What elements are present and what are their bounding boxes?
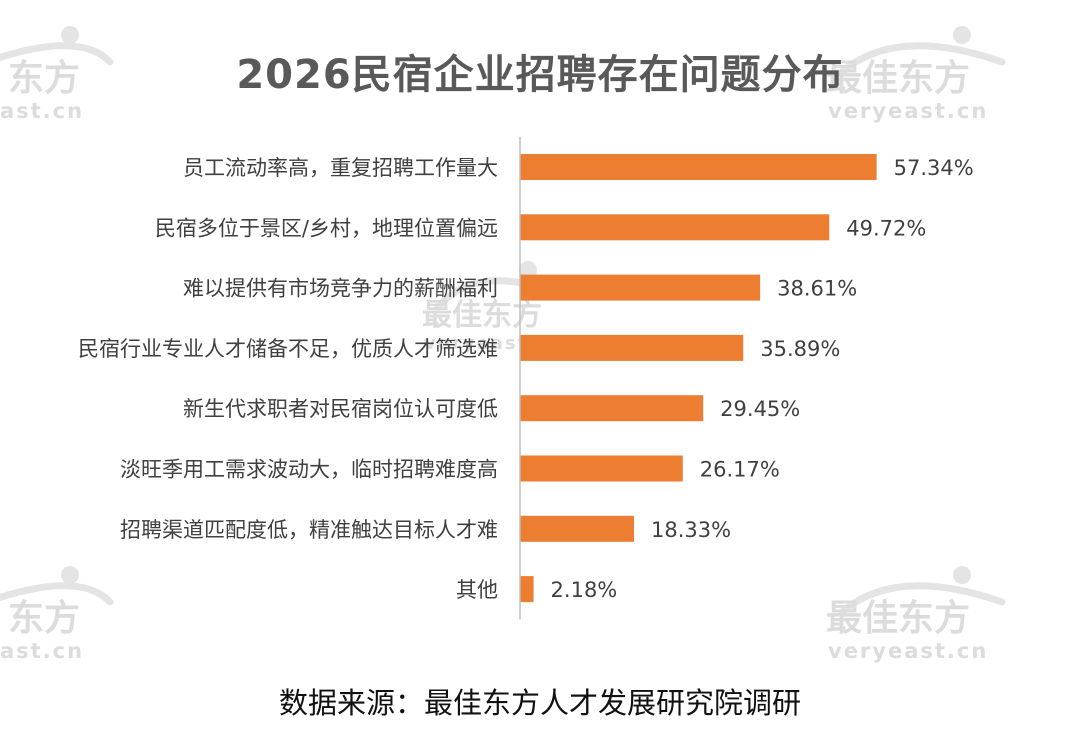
watermark-swoosh [838, 42, 1006, 76]
watermark-group: 东方ast.cn最佳东方veryeast.cn最佳东方veryeast.cn东方… [0, 26, 1006, 663]
bar [520, 455, 683, 482]
category-label: 招聘渠道匹配度低，精准触达目标人才难 [120, 518, 498, 542]
chart-title: 2026民宿企业招聘存在问题分布 [236, 52, 844, 98]
watermark-brand: 最佳东方 [826, 598, 970, 639]
bar [520, 576, 534, 603]
watermark-brand: 东方 [8, 58, 80, 99]
category-label: 民宿多位于景区/乡村，地理位置偏远 [155, 216, 498, 240]
category-label: 难以提供有市场竞争力的薪酬福利 [183, 277, 498, 301]
bar [520, 334, 744, 361]
watermark-swoosh [838, 582, 1006, 616]
watermark-dot [953, 26, 971, 44]
category-label: 新生代求职者对民宿岗位认可度低 [183, 397, 498, 421]
bars-group: 员工流动率高，重复招聘工作量大 57.34% 民宿多位于景区/乡村，地理位置偏远 49… [78, 154, 974, 603]
data-label: 18.33% [651, 518, 731, 542]
watermark-dot [61, 26, 79, 44]
bar [520, 214, 830, 241]
watermark-url: veryeast.cn [828, 639, 988, 663]
bar [520, 274, 761, 301]
watermark-url: ast.cn [0, 639, 84, 663]
bar [520, 154, 877, 180]
bar [520, 395, 704, 422]
category-label: 其他 [456, 578, 498, 602]
data-label: 57.34% [894, 156, 974, 180]
watermark-swoosh [0, 42, 114, 66]
watermark-dot [61, 566, 79, 584]
watermark-brand: 最佳东方 [422, 298, 542, 333]
watermark-dot [953, 566, 971, 584]
bar [520, 515, 635, 542]
category-label: 淡旺季用工需求波动大，临时招聘难度高 [120, 458, 498, 482]
watermark-brand: 最佳东方 [826, 58, 970, 99]
watermark-swoosh [0, 582, 114, 606]
data-label: 29.45% [720, 397, 800, 421]
watermark-dot [519, 261, 537, 279]
category-label: 员工流动率高，重复招聘工作量大 [183, 156, 498, 180]
data-label: 38.61% [777, 277, 857, 301]
category-label: 民宿行业专业人才储备不足，优质人才筛选难 [78, 337, 498, 361]
watermark-url: veryeast.cn [828, 99, 988, 123]
data-label: 26.17% [700, 458, 780, 482]
data-label: 49.72% [846, 216, 926, 240]
watermark-brand: 东方 [8, 598, 80, 639]
watermark-url: ast.cn [0, 99, 84, 123]
data-label: 2.18% [551, 578, 618, 602]
source-note: 数据来源：最佳东方人才发展研究院调研 [278, 686, 801, 720]
data-label: 35.89% [760, 337, 840, 361]
